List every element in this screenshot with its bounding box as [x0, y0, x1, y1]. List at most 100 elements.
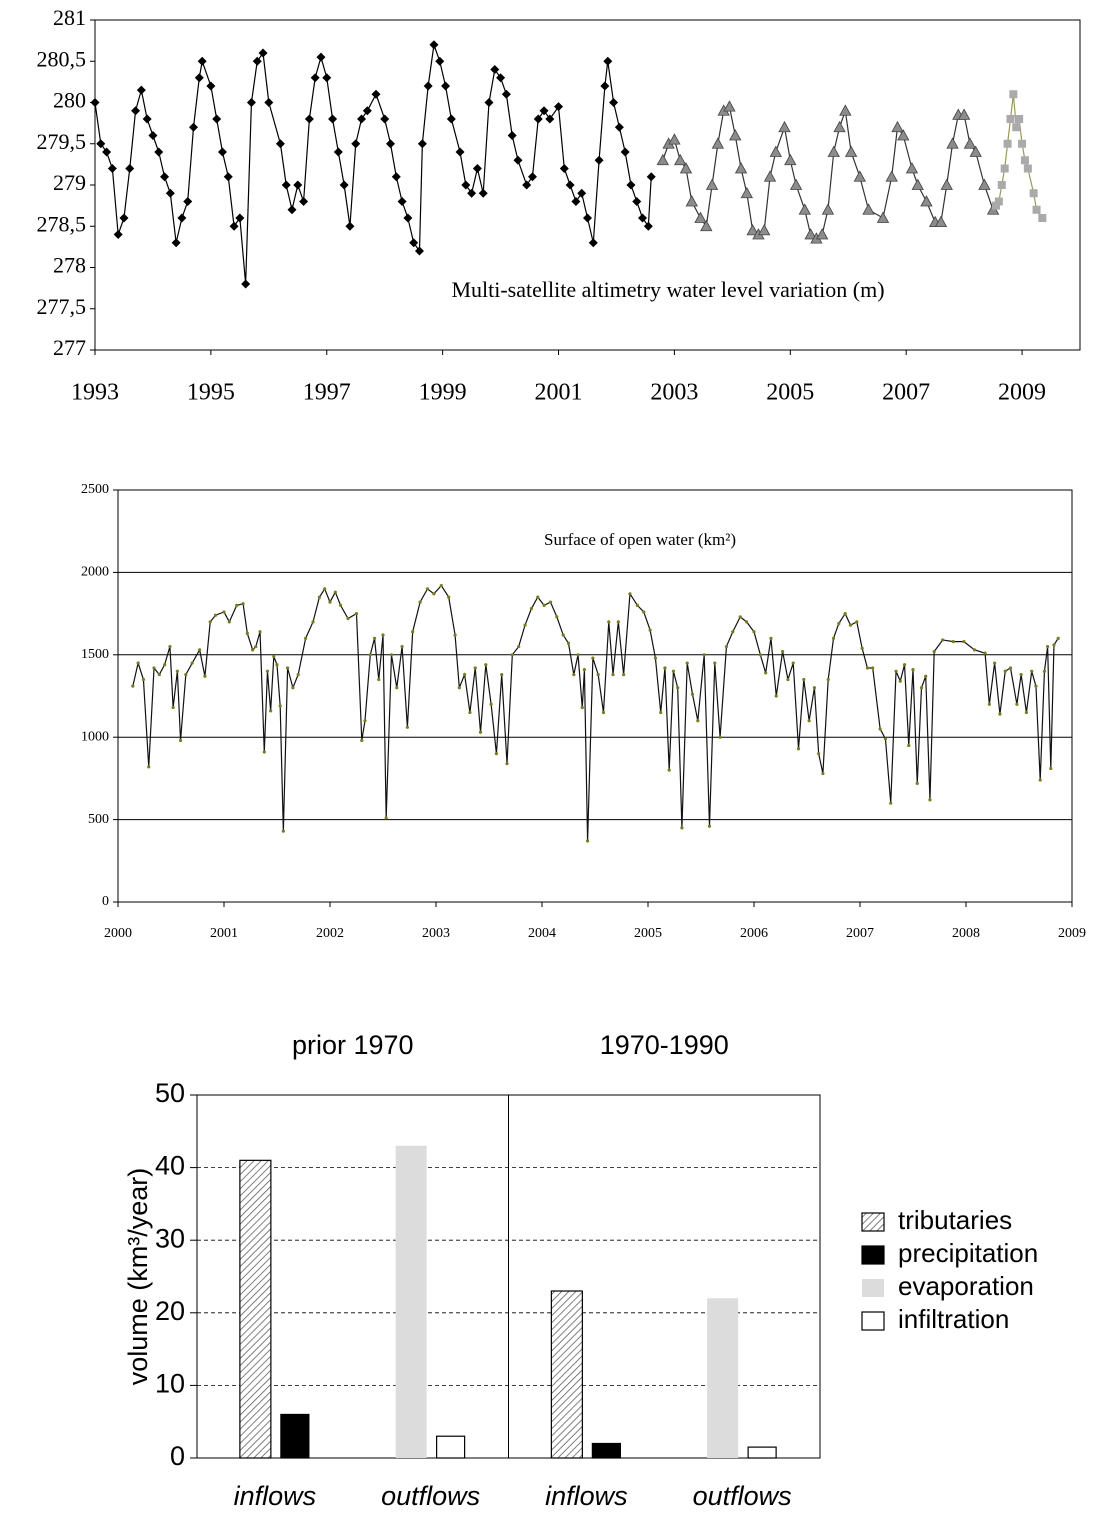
marker [1029, 189, 1038, 198]
marker [928, 798, 932, 802]
marker [478, 188, 488, 198]
marker [883, 737, 888, 741]
marker [403, 213, 413, 223]
y-tick-label: 278 [53, 253, 86, 278]
marker [796, 747, 801, 751]
x-tick-label: outflows [381, 1481, 480, 1511]
x-tick-label: inflows [234, 1481, 317, 1511]
marker [718, 735, 722, 739]
marker [559, 164, 569, 173]
marker [235, 603, 239, 607]
marker [136, 85, 146, 95]
marker [160, 172, 170, 182]
marker [778, 120, 791, 133]
marker [676, 686, 680, 690]
marker [141, 677, 146, 682]
marker [457, 686, 461, 690]
marker [175, 669, 179, 673]
marker [409, 238, 419, 248]
marker [333, 147, 343, 157]
marker [513, 155, 523, 165]
marker [435, 56, 445, 66]
marker [505, 761, 509, 766]
marker [489, 702, 493, 706]
marker [386, 139, 395, 149]
x-tick-label: 2000 [104, 926, 132, 941]
marker [940, 178, 953, 190]
marker [455, 147, 465, 157]
x-tick-label: 1997 [303, 380, 351, 406]
marker [536, 595, 540, 599]
marker [304, 636, 308, 640]
bar [591, 1442, 621, 1459]
marker [1003, 669, 1007, 673]
marker [208, 620, 212, 624]
x-tick-label: 2001 [535, 380, 583, 406]
marker [265, 669, 270, 673]
marker [934, 215, 948, 228]
marker [507, 131, 517, 140]
marker [147, 765, 151, 769]
marker [915, 781, 919, 785]
marker [296, 672, 300, 677]
marker [705, 178, 719, 190]
marker [1019, 672, 1023, 677]
marker [510, 653, 514, 657]
marker [891, 120, 904, 133]
marker [786, 677, 790, 682]
marker [998, 712, 1002, 716]
marker [565, 180, 575, 190]
y-tick-label: 280 [53, 88, 86, 113]
x-tick-label: 1993 [71, 380, 119, 406]
marker [860, 646, 864, 650]
marker [229, 221, 239, 231]
marker [217, 147, 227, 157]
marker [323, 587, 327, 591]
marker [472, 164, 482, 173]
marker [920, 195, 933, 207]
marker [322, 73, 332, 83]
marker [889, 801, 893, 805]
y-tick-label: 500 [88, 812, 109, 827]
marker [957, 108, 971, 120]
marker [724, 644, 729, 649]
marker [522, 180, 532, 190]
legend-label: tributaries [898, 1205, 1012, 1235]
marker [951, 640, 955, 644]
x-tick-label: 2009 [998, 380, 1046, 406]
marker [439, 583, 443, 588]
marker [251, 648, 255, 652]
marker [620, 147, 630, 157]
marker [668, 133, 681, 145]
marker [991, 201, 1000, 210]
marker [839, 104, 852, 116]
marker [561, 633, 565, 637]
marker [1038, 214, 1047, 222]
marker [418, 600, 422, 604]
marker [791, 661, 795, 665]
marker [529, 607, 534, 611]
y-tick-label: 281 [53, 5, 86, 30]
marker [533, 114, 543, 124]
marker [932, 649, 936, 654]
marker [496, 73, 506, 83]
marker [241, 602, 245, 606]
x-tick-label: 2001 [210, 926, 238, 941]
marker [898, 679, 902, 683]
marker [241, 279, 251, 289]
x-tick-label: outflows [693, 1481, 792, 1511]
marker [616, 620, 620, 624]
marker [501, 89, 511, 99]
marker [107, 164, 117, 173]
marker [609, 98, 619, 107]
marker [339, 603, 343, 607]
marker [667, 768, 671, 772]
marker [626, 180, 636, 190]
marker [163, 663, 167, 667]
y-tick-label: 278,5 [37, 211, 87, 236]
marker [723, 100, 736, 112]
marker [395, 686, 399, 690]
marker [223, 172, 233, 182]
marker [281, 180, 291, 190]
x-tick-label: 2007 [846, 926, 874, 941]
